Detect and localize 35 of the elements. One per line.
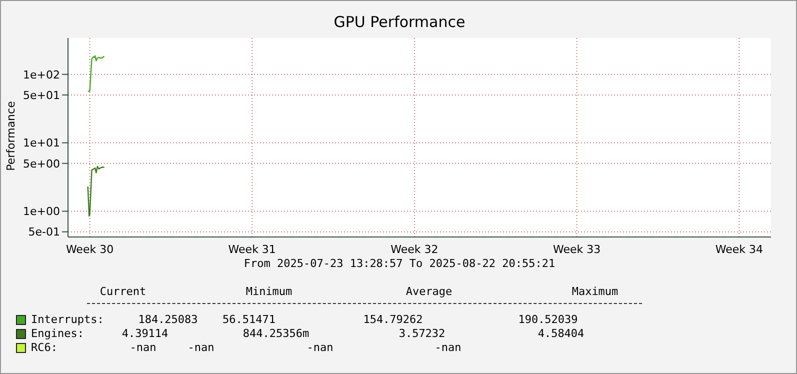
- y-tick-label: 1e+01: [23, 136, 60, 150]
- x-tick-label: Week 33: [553, 242, 601, 256]
- text: -nan: [188, 341, 214, 354]
- y-tick-label: 5e-01: [28, 226, 60, 239]
- text: Minimum: [246, 285, 292, 298]
- text: 190.52039: [518, 313, 578, 326]
- legend-label: RC6:: [31, 341, 58, 354]
- line-series: [87, 166, 105, 217]
- x-tick-label: Week 30: [66, 242, 114, 256]
- x-tick-label: Week 32: [390, 242, 438, 256]
- y-tick-label: 5e+00: [23, 157, 60, 170]
- text: 56.51471: [222, 313, 276, 326]
- text: 4.58404: [538, 327, 584, 340]
- text: -nan: [434, 341, 462, 354]
- y-tick-label: 1e+02: [23, 68, 60, 82]
- y-axis-title: Performance: [4, 101, 18, 171]
- text: From 2025-07-23 13:28:57 To 2025-08-22 20:55:21: [242, 257, 556, 270]
- line-series: [87, 55, 105, 92]
- text: 3.57232: [398, 327, 446, 340]
- text: 844.25356m: [242, 327, 310, 340]
- legend-label: Engines:: [31, 327, 84, 340]
- text: Average: [406, 285, 452, 298]
- legend-label: Interrupts:: [31, 313, 104, 326]
- y-tick-label: 1e+00: [23, 205, 60, 218]
- y-tick-label: 5e+01: [23, 88, 60, 102]
- text: 154.79262: [363, 313, 423, 326]
- chart-title: GPU Performance: [332, 13, 466, 31]
- text: 184.25083: [138, 313, 198, 326]
- text: 4.39114: [122, 327, 168, 340]
- x-tick-label: Week 34: [715, 242, 764, 256]
- text: -nan: [306, 341, 334, 354]
- x-tick-label: Week 31: [228, 242, 276, 256]
- text: -nan: [130, 341, 156, 354]
- text: Maximum: [572, 285, 618, 298]
- text: Current: [100, 285, 146, 298]
